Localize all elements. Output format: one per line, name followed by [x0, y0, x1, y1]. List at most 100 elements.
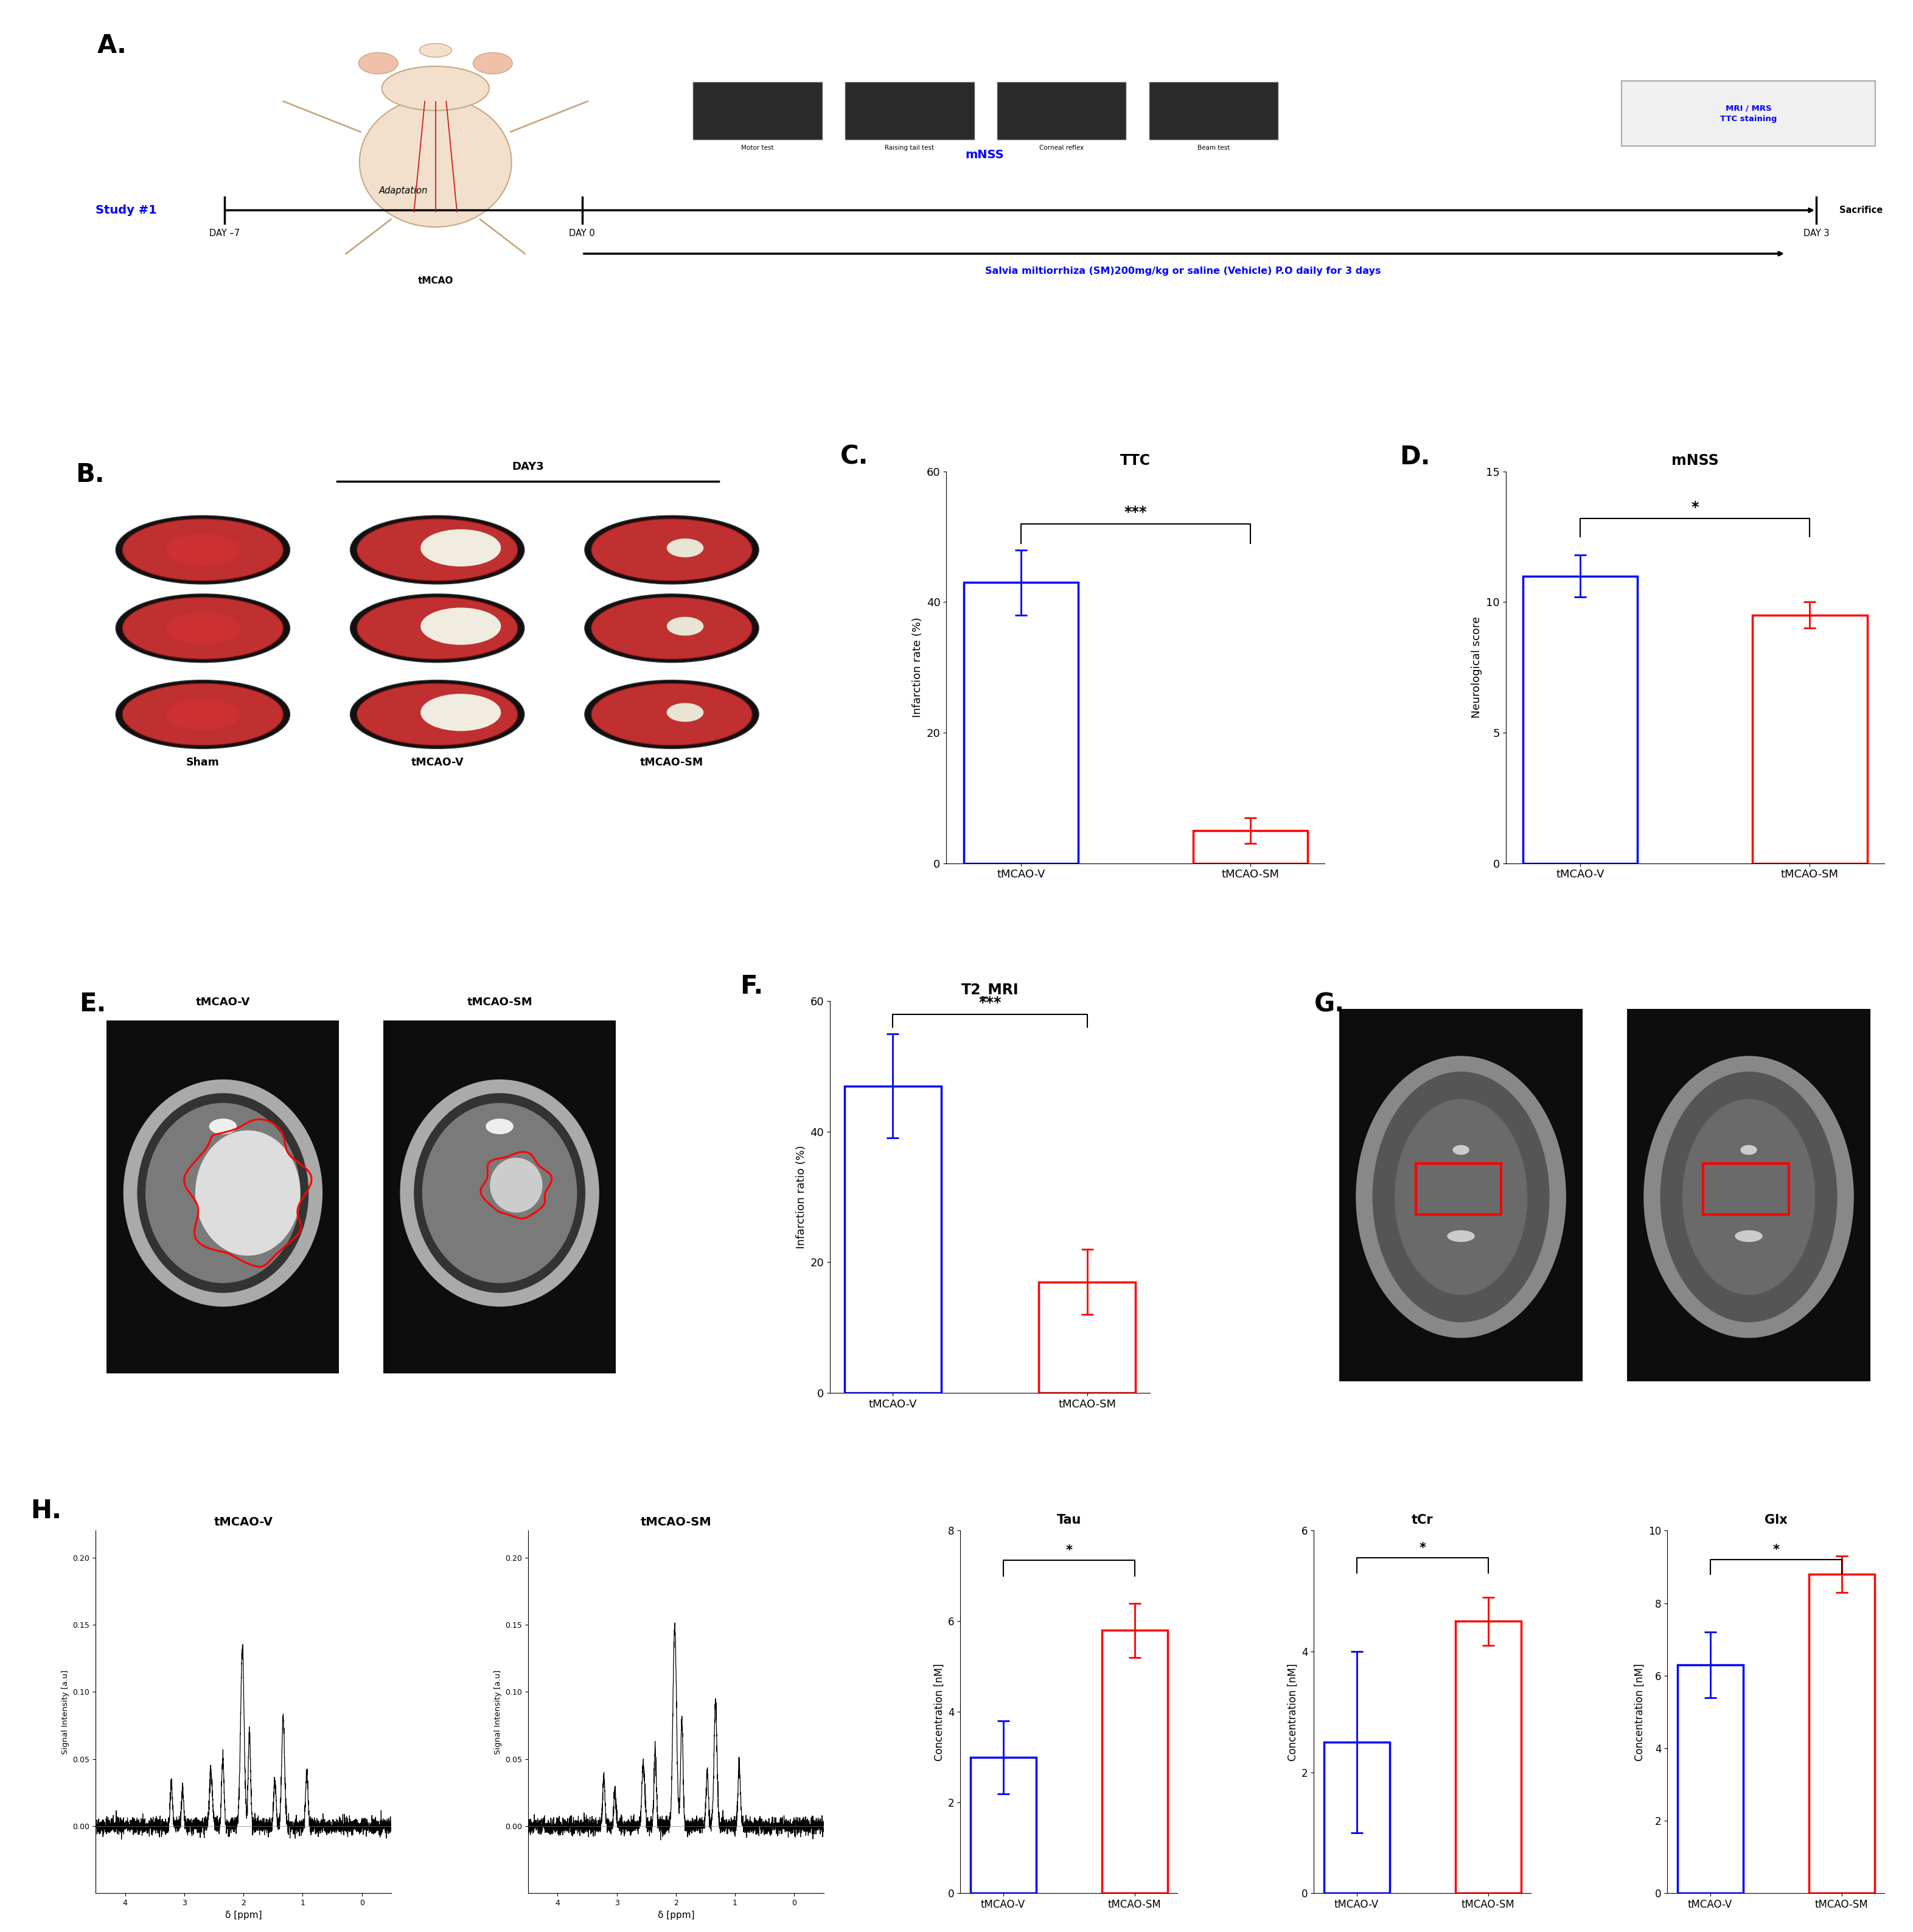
Bar — [1194, 831, 1308, 864]
Ellipse shape — [413, 1094, 585, 1293]
Text: tMCAO-V: tMCAO-V — [411, 757, 463, 767]
Ellipse shape — [668, 616, 704, 636]
Y-axis label: Signal Intensity [a.u]: Signal Intensity [a.u] — [494, 1669, 501, 1754]
Ellipse shape — [360, 97, 511, 228]
Ellipse shape — [117, 680, 291, 750]
Bar — [844, 1086, 941, 1393]
Bar — [846, 83, 974, 139]
Bar — [1678, 1665, 1743, 1893]
Text: Sham: Sham — [186, 757, 220, 767]
Ellipse shape — [421, 609, 501, 645]
Ellipse shape — [490, 1157, 543, 1213]
Ellipse shape — [1682, 1099, 1815, 1294]
Text: H.: H. — [31, 1497, 61, 1524]
Bar — [1808, 1575, 1875, 1893]
Text: DAY –7: DAY –7 — [209, 228, 239, 238]
Text: G.: G. — [1314, 991, 1345, 1016]
Title: T2_MRI: T2_MRI — [960, 983, 1020, 999]
Ellipse shape — [421, 529, 501, 566]
FancyBboxPatch shape — [1622, 81, 1875, 147]
Ellipse shape — [585, 516, 759, 583]
Text: Raising tail test: Raising tail test — [886, 145, 934, 151]
Bar — [1416, 1163, 1502, 1215]
Ellipse shape — [350, 516, 524, 583]
Ellipse shape — [138, 1094, 308, 1293]
Text: B.: B. — [75, 462, 105, 487]
Text: *: * — [1066, 1544, 1071, 1557]
Ellipse shape — [358, 684, 518, 746]
Bar — [1339, 1009, 1582, 1381]
Ellipse shape — [358, 597, 518, 659]
Text: *: * — [1419, 1542, 1425, 1553]
Text: Salvia miltiorrhiza (SM)200mg/kg or saline (Vehicle) P.O daily for 3 days: Salvia miltiorrhiza (SM)200mg/kg or sali… — [985, 267, 1381, 276]
Ellipse shape — [122, 684, 283, 746]
Y-axis label: Concentration [nM]: Concentration [nM] — [934, 1663, 945, 1760]
Bar — [970, 1758, 1037, 1893]
Text: Corneal reflex: Corneal reflex — [1039, 145, 1085, 151]
Text: tMCAO-SM: tMCAO-SM — [641, 757, 704, 767]
Bar — [1626, 1009, 1871, 1381]
Ellipse shape — [122, 1080, 323, 1306]
Ellipse shape — [350, 680, 524, 750]
Text: Adaptation: Adaptation — [379, 185, 429, 195]
Title: mNSS: mNSS — [1672, 454, 1718, 468]
Ellipse shape — [591, 520, 752, 582]
Ellipse shape — [195, 1130, 300, 1256]
Ellipse shape — [166, 533, 239, 566]
Ellipse shape — [166, 699, 239, 730]
Ellipse shape — [1395, 1099, 1527, 1294]
Text: E.: E. — [78, 991, 105, 1016]
Text: tMCAO-V: tMCAO-V — [195, 997, 251, 1007]
Bar — [1150, 83, 1278, 139]
Ellipse shape — [668, 703, 704, 723]
Text: A.: A. — [98, 33, 126, 58]
Ellipse shape — [419, 43, 451, 58]
Y-axis label: Infarction rate (%): Infarction rate (%) — [913, 616, 924, 717]
Ellipse shape — [122, 520, 283, 582]
Bar — [1703, 1163, 1789, 1215]
Text: Sacrifice: Sacrifice — [1840, 205, 1882, 214]
Ellipse shape — [486, 1119, 513, 1134]
Ellipse shape — [1446, 1231, 1475, 1242]
Bar — [383, 1020, 616, 1374]
Ellipse shape — [358, 520, 518, 582]
Ellipse shape — [421, 694, 501, 730]
Ellipse shape — [1643, 1057, 1854, 1339]
Ellipse shape — [668, 539, 704, 556]
Title: Tau: Tau — [1056, 1515, 1081, 1526]
Title: tCr: tCr — [1412, 1515, 1433, 1526]
Ellipse shape — [209, 1119, 237, 1134]
Y-axis label: Concentration [nM]: Concentration [nM] — [1287, 1663, 1299, 1760]
Y-axis label: Infarction ratio (%): Infarction ratio (%) — [796, 1146, 807, 1248]
Y-axis label: Neurological score: Neurological score — [1471, 616, 1483, 719]
Text: MRI / MRS
TTC staining: MRI / MRS TTC staining — [1720, 104, 1777, 122]
Text: tMCAO-SM: tMCAO-SM — [467, 997, 532, 1007]
Bar — [1752, 614, 1867, 864]
Text: DAY 3: DAY 3 — [1804, 228, 1829, 238]
Text: F.: F. — [740, 974, 763, 999]
Text: Study #1: Study #1 — [96, 205, 157, 216]
Text: DAY 0: DAY 0 — [570, 228, 595, 238]
Bar — [997, 83, 1127, 139]
Bar — [1324, 1743, 1389, 1893]
Y-axis label: Concentration [nM]: Concentration [nM] — [1634, 1663, 1645, 1760]
Text: Motor test: Motor test — [740, 145, 773, 151]
Ellipse shape — [585, 593, 759, 663]
X-axis label: δ [ppm]: δ [ppm] — [226, 1911, 262, 1920]
Ellipse shape — [1741, 1146, 1756, 1155]
Ellipse shape — [358, 52, 398, 73]
Ellipse shape — [1452, 1146, 1469, 1155]
Text: D.: D. — [1400, 444, 1431, 469]
Title: Glx: Glx — [1764, 1515, 1787, 1526]
Bar — [964, 582, 1079, 864]
Bar — [1039, 1281, 1136, 1393]
Text: C.: C. — [840, 444, 869, 469]
X-axis label: δ [ppm]: δ [ppm] — [658, 1911, 694, 1920]
Y-axis label: Signal Intensity [a.u]: Signal Intensity [a.u] — [61, 1669, 69, 1754]
Text: ***: *** — [1125, 504, 1148, 520]
Ellipse shape — [473, 52, 513, 73]
Text: *: * — [1773, 1544, 1779, 1555]
Text: *: * — [1691, 500, 1699, 514]
Ellipse shape — [145, 1103, 300, 1283]
Bar — [693, 83, 823, 139]
